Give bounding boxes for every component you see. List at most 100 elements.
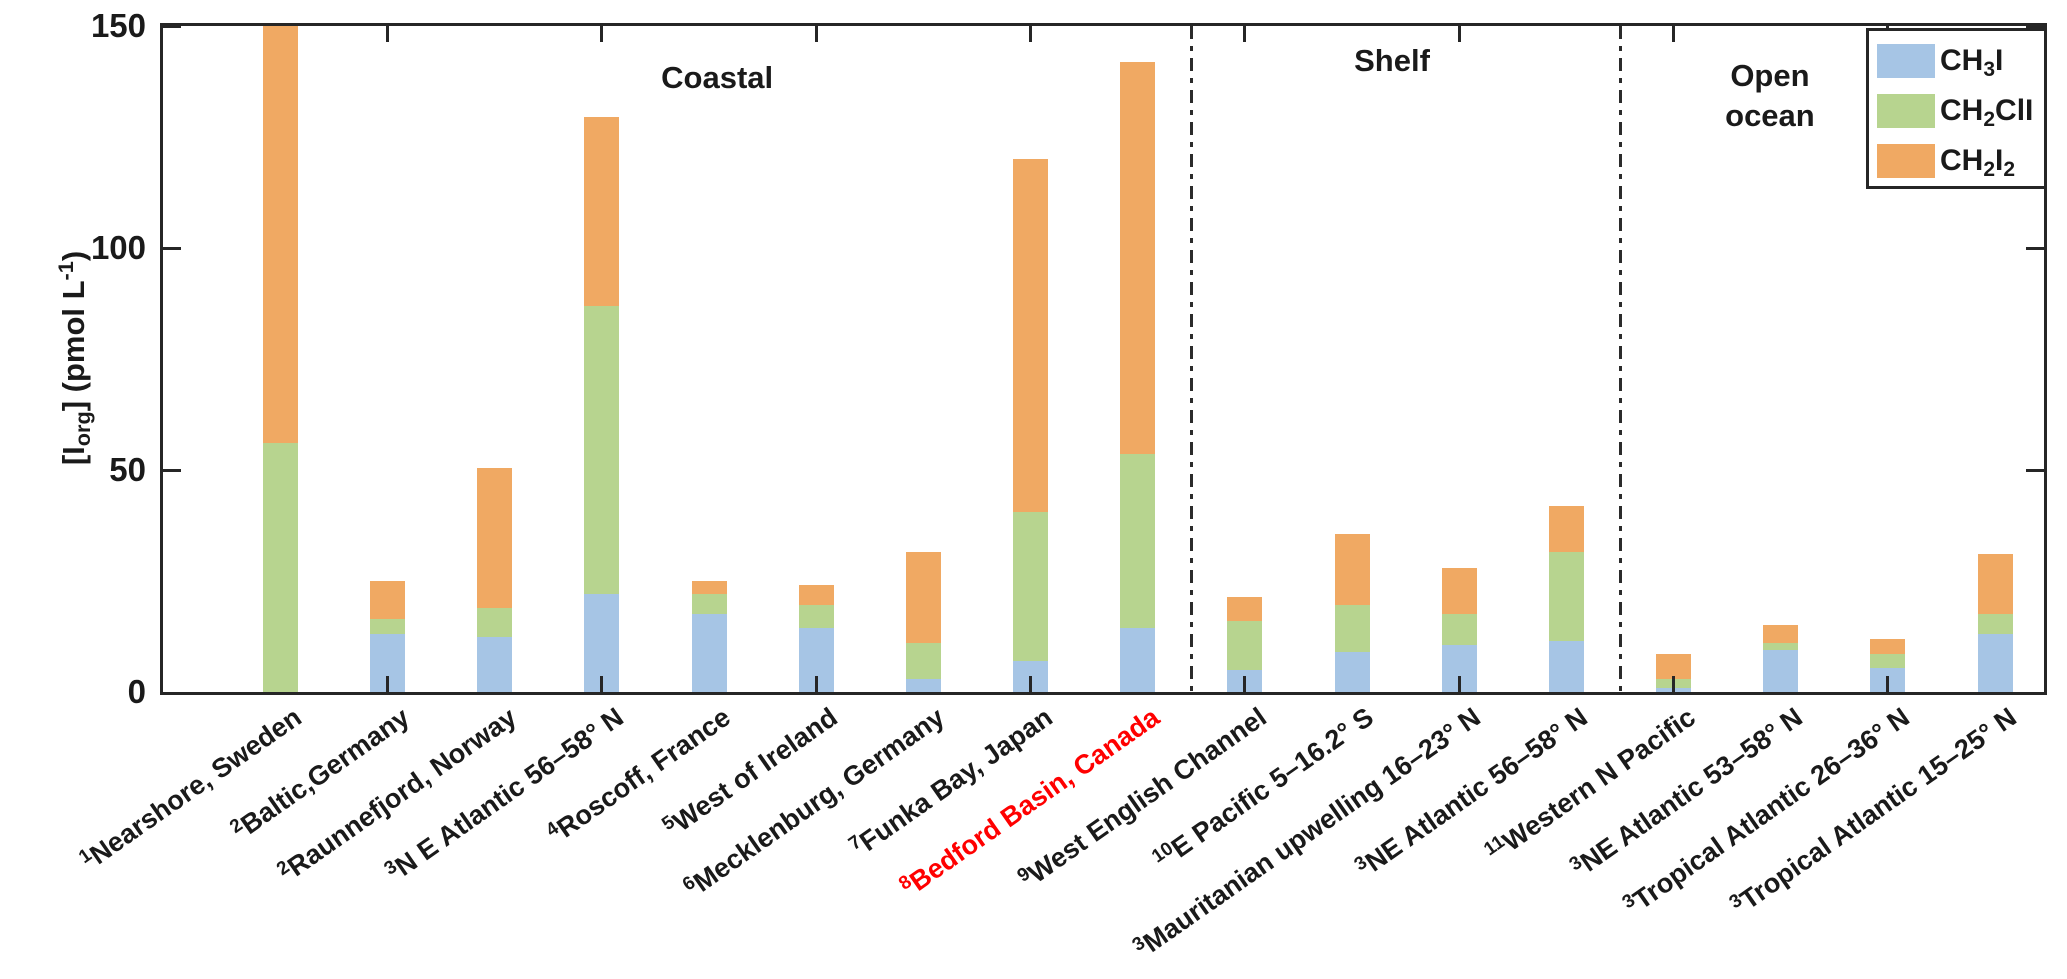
section-label-line: Coastal xyxy=(661,60,774,95)
bar-segment-ch2cli xyxy=(584,305,620,595)
legend-item-ch3i: CH3I xyxy=(1877,36,2044,86)
bar-7-stack xyxy=(905,552,941,692)
bar-segment-ch3i xyxy=(1120,627,1156,692)
bar-segment-ch3i xyxy=(1763,649,1799,692)
x-tick-top xyxy=(1243,26,1247,42)
subscript: 2 xyxy=(2003,157,2016,181)
legend-item-ch2cli: CH2ClI xyxy=(1877,86,2044,136)
bar-segment-ch2cli xyxy=(1120,454,1156,628)
bar-segment-ch3i xyxy=(691,614,727,692)
divider-1 xyxy=(1189,26,1193,692)
bar-9-stack xyxy=(1120,61,1156,692)
legend-swatch-ch2cli xyxy=(1877,94,1935,128)
bar-4-stack xyxy=(584,117,620,692)
bar-segment-ch2cli xyxy=(1441,614,1477,646)
x-tick-bottom xyxy=(600,676,604,692)
legend: CH3I CH2ClI CH2I2 xyxy=(1866,28,2044,189)
bar-segment-ch3i xyxy=(905,678,941,692)
bar-segment-ch3i xyxy=(1977,634,2013,692)
y-tick-right xyxy=(2026,468,2044,472)
bar-1-stack xyxy=(262,26,298,692)
bar-segment-ch2cli xyxy=(1870,654,1906,668)
bar-segment-ch2i2 xyxy=(1977,554,2013,615)
bar-segment-ch2cli xyxy=(1548,552,1584,641)
y-tick-right xyxy=(2026,26,2044,28)
bar-10-stack xyxy=(1227,596,1263,692)
legend-label-ch2i2: CH2I2 xyxy=(1940,144,2016,181)
section-label-open-ocean: Open ocean xyxy=(1725,56,1815,136)
bar-segment-ch2cli xyxy=(370,618,406,635)
bar-segment-ch2cli xyxy=(798,605,834,628)
legend-item-ch2i2: CH2I2 xyxy=(1877,136,2044,186)
bar-segment-ch2cli xyxy=(1977,614,2013,635)
bar-segment-ch2i2 xyxy=(1334,534,1370,606)
text-run: I xyxy=(1995,44,2004,77)
subscript: org xyxy=(70,411,96,447)
bar-segment-ch2cli xyxy=(1013,512,1049,661)
bar-11-stack xyxy=(1334,534,1370,692)
section-label-shelf: Shelf xyxy=(1354,41,1430,81)
legend-swatch-ch2i2 xyxy=(1877,144,1935,178)
bar-segment-ch2i2 xyxy=(584,117,620,306)
y-tick-label: 0 xyxy=(127,673,146,710)
bar-segment-ch3i xyxy=(1334,652,1370,692)
x-tick-top xyxy=(814,26,818,42)
x-tick-bottom xyxy=(1243,676,1247,692)
text-run: CH xyxy=(1940,94,1984,127)
x-tick-top xyxy=(1672,26,1676,42)
x-tick-bottom xyxy=(386,676,390,692)
bar-segment-ch2cli xyxy=(1227,620,1263,670)
section-label-coastal: Coastal xyxy=(661,58,773,98)
bar-13-stack xyxy=(1548,505,1584,692)
y-tick-right xyxy=(2026,246,2044,250)
x-tick-top xyxy=(1029,26,1033,42)
x-tick-bottom xyxy=(814,676,818,692)
legend-label-ch3i: CH3I xyxy=(1940,44,2004,81)
bar-segment-ch2i2 xyxy=(1227,596,1263,621)
y-tick-left xyxy=(163,26,181,28)
text-run: ClI xyxy=(1995,94,2034,127)
plot-area: Coastal Shelf Open ocean CH3I CH2ClI CH2I2 xyxy=(160,23,2047,695)
text-run: CH xyxy=(1940,144,1984,177)
bar-segment-ch2cli xyxy=(1763,643,1799,650)
bar-segment-ch3i xyxy=(477,636,513,692)
bar-8-stack xyxy=(1013,159,1049,692)
y-tick-left xyxy=(163,246,181,250)
bar-segment-ch2i2 xyxy=(1548,505,1584,553)
bar-segment-ch2i2 xyxy=(798,585,834,606)
bar-segment-ch2i2 xyxy=(691,581,727,595)
bar-segment-ch2i2 xyxy=(477,467,513,608)
text-run: I xyxy=(1995,144,2004,177)
subscript: 2 xyxy=(1983,107,1996,131)
bar-segment-ch2cli xyxy=(477,607,513,637)
x-tick-bottom xyxy=(1029,676,1033,692)
bar-5-stack xyxy=(691,580,727,692)
bar-segment-ch2cli xyxy=(1334,605,1370,653)
bar-segment-ch2i2 xyxy=(262,26,298,444)
y-axis-label: [Iorg] (pmol L-1) xyxy=(53,251,96,465)
x-tick-top xyxy=(600,26,604,42)
bar-segment-ch2i2 xyxy=(1870,638,1906,655)
y-tick-label: 150 xyxy=(90,7,146,44)
y-tick-left xyxy=(163,468,181,472)
x-tick-top xyxy=(386,26,390,42)
bar-15-stack xyxy=(1763,625,1799,692)
legend-swatch-ch3i xyxy=(1877,44,1935,78)
bar-segment-ch3i xyxy=(584,594,620,692)
section-label-line: Open xyxy=(1730,58,1810,93)
x-tick-bottom xyxy=(1672,676,1676,692)
section-label-line: Shelf xyxy=(1354,43,1430,78)
y-tick-label: 50 xyxy=(109,451,146,488)
bar-segment-ch2i2 xyxy=(1763,625,1799,644)
bar-segment-ch2i2 xyxy=(905,552,941,644)
bar-segment-ch2i2 xyxy=(1441,567,1477,615)
bar-segment-ch2i2 xyxy=(1656,654,1692,679)
bar-segment-ch2i2 xyxy=(1120,61,1156,455)
section-label-line: ocean xyxy=(1725,98,1815,133)
bar-segment-ch3i xyxy=(1548,640,1584,692)
bar-segment-ch2i2 xyxy=(1013,159,1049,513)
bar-segment-ch2cli xyxy=(691,594,727,615)
x-tick-top xyxy=(1457,26,1461,42)
divider-2 xyxy=(1618,26,1622,692)
